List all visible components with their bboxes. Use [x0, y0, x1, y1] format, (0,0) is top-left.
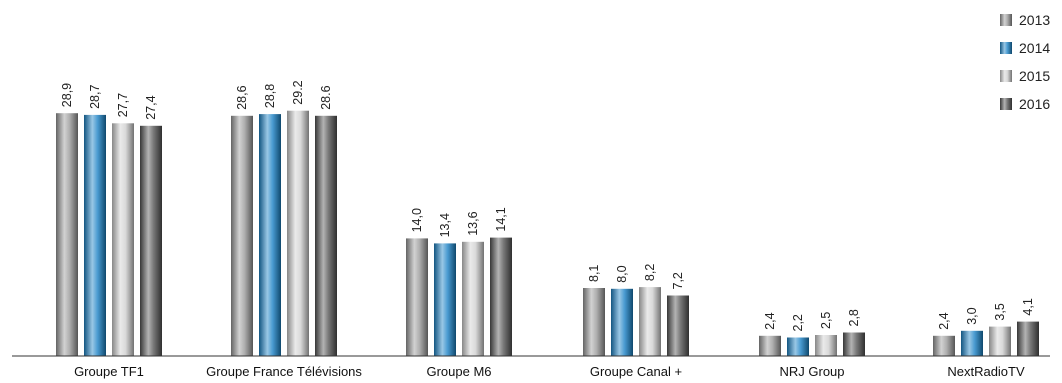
- bar-2014-0: [84, 114, 106, 357]
- legend-label-2014: 2014: [1019, 40, 1050, 56]
- bar-2013-4: [759, 335, 781, 356]
- value-label-2013-4: 2,4: [763, 312, 777, 329]
- value-label-2015-5: 3,5: [993, 303, 1007, 320]
- value-label-2013-0: 28,9: [60, 83, 74, 107]
- category-labels-layer: Groupe TF1 Groupe France Télévisions Group…: [74, 364, 1025, 379]
- value-label-2014-1: 28,8: [263, 84, 277, 108]
- bar-2014-4: [787, 337, 809, 356]
- value-label-2016-4: 2,8: [847, 309, 861, 326]
- value-label-2013-2: 14,0: [410, 208, 424, 232]
- legend-swatch-2015: [1000, 70, 1012, 82]
- value-label-2013-3: 8,1: [587, 265, 601, 282]
- bar-2013-3: [583, 288, 605, 356]
- value-label-2015-0: 27,7: [116, 93, 130, 117]
- legend-label-2016: 2016: [1019, 96, 1050, 112]
- bar-2015-2: [462, 241, 484, 356]
- bar-2016-5: [1017, 321, 1039, 356]
- category-label-4: NRJ Group: [779, 364, 844, 379]
- bar-2016-0: [140, 125, 162, 356]
- bar-2015-0: [112, 123, 134, 356]
- value-labels-layer: 28,9 28,7 27,7 27,4 28,6 28,8 29.2 28.6 14,0 13,4…: [60, 80, 1035, 331]
- value-label-2016-0: 27,4: [144, 95, 158, 119]
- bar-2015-4: [815, 335, 837, 356]
- bar-2014-3: [611, 288, 633, 356]
- legend-swatch-2016: [1000, 98, 1012, 110]
- bar-2016-2: [490, 237, 512, 356]
- bar-2013-0: [56, 113, 78, 356]
- bar-2013-2: [406, 238, 428, 356]
- category-label-3: Groupe Canal +: [590, 364, 682, 379]
- bar-2016-4: [843, 332, 865, 356]
- category-label-1: Groupe France Télévisions: [206, 364, 362, 379]
- legend: 2013 2014 2015 2016: [1000, 12, 1050, 112]
- value-label-2014-3: 8,0: [615, 265, 629, 282]
- value-label-2016-3: 7,2: [671, 272, 685, 289]
- bar-2015-1: [287, 110, 309, 356]
- value-label-2013-1: 28,6: [235, 85, 249, 109]
- category-label-5: NextRadioTV: [947, 364, 1025, 379]
- value-label-2014-2: 13,4: [438, 213, 452, 237]
- bar-2014-1: [259, 114, 281, 356]
- bar-2014-5: [961, 330, 983, 356]
- value-label-2015-1: 29.2: [291, 80, 305, 104]
- value-label-2016-1: 28.6: [319, 85, 333, 109]
- value-label-2015-3: 8,2: [643, 264, 657, 281]
- bar-2016-1: [315, 115, 337, 356]
- bar-2016-3: [667, 295, 689, 356]
- legend-swatch-2013: [1000, 14, 1012, 26]
- bar-2013-1: [231, 115, 253, 356]
- category-label-2: Groupe M6: [426, 364, 491, 379]
- value-label-2014-0: 28,7: [88, 85, 102, 109]
- value-label-2016-5: 4,1: [1021, 298, 1035, 315]
- legend-item-2015: 2015: [1000, 68, 1050, 84]
- value-label-2014-4: 2,2: [791, 314, 805, 331]
- value-label-2015-4: 2,5: [819, 312, 833, 329]
- legend-item-2014: 2014: [1000, 40, 1050, 56]
- legend-swatch-2014: [1000, 42, 1012, 54]
- legend-item-2013: 2013: [1000, 12, 1050, 28]
- value-label-2013-5: 2,4: [937, 312, 951, 329]
- category-label-0: Groupe TF1: [74, 364, 144, 379]
- legend-label-2015: 2015: [1019, 68, 1050, 84]
- legend-item-2016: 2016: [1000, 96, 1050, 112]
- bar-2015-5: [989, 326, 1011, 356]
- value-label-2014-5: 3,0: [965, 307, 979, 324]
- bars-layer: [56, 110, 1039, 357]
- bar-2013-5: [933, 335, 955, 356]
- bar-2014-2: [434, 243, 456, 356]
- value-label-2016-2: 14,1: [494, 207, 508, 231]
- value-label-2015-2: 13,6: [466, 211, 480, 235]
- legend-label-2013: 2013: [1019, 12, 1050, 28]
- bar-2015-3: [639, 287, 661, 356]
